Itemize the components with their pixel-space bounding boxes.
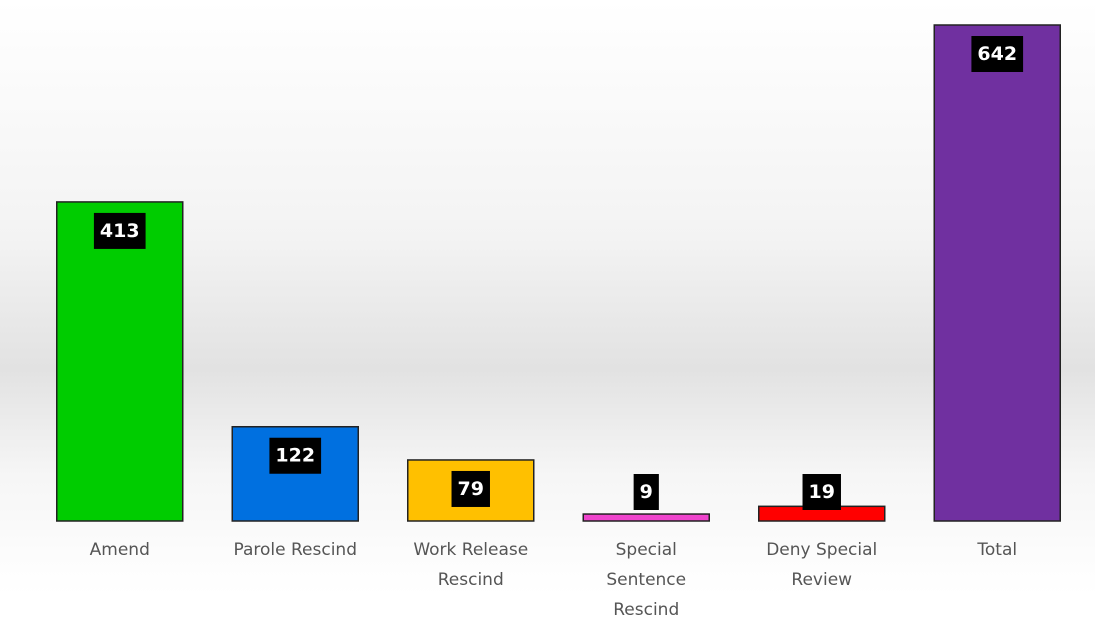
value-label: 642	[971, 36, 1024, 72]
value-label-box	[971, 36, 1024, 72]
x-tick-label: Amend	[89, 540, 150, 560]
value-label-text: 642	[977, 43, 1017, 65]
x-tick-label: Special Sentence Rescind	[606, 540, 687, 620]
value-label: 9	[633, 474, 659, 510]
value-label-text: 79	[458, 478, 484, 500]
value-label-text: 413	[100, 220, 140, 242]
x-tick-label: Parole Rescind	[233, 540, 357, 560]
value-label: 122	[269, 437, 322, 474]
bar	[933, 24, 1061, 522]
x-tick-label: Deny Special Review	[766, 540, 878, 590]
value-label: 79	[451, 470, 490, 507]
bar	[56, 201, 184, 522]
value-label: 19	[802, 474, 841, 510]
value-label-box	[633, 474, 659, 510]
value-label: 413	[93, 212, 146, 249]
value-label-text: 9	[640, 481, 653, 503]
value-label-box	[269, 437, 322, 474]
value-label-box	[451, 470, 490, 507]
bar	[582, 513, 710, 522]
value-label-box	[802, 474, 841, 510]
x-tick-label: Work Release Rescind	[413, 540, 529, 590]
value-label-box	[93, 212, 146, 249]
plot-area: 413 122 79 9 19 642	[56, 24, 1061, 522]
value-label-text: 122	[275, 445, 315, 467]
x-tick-label: Total	[977, 540, 1018, 560]
value-label-text: 19	[809, 481, 835, 503]
